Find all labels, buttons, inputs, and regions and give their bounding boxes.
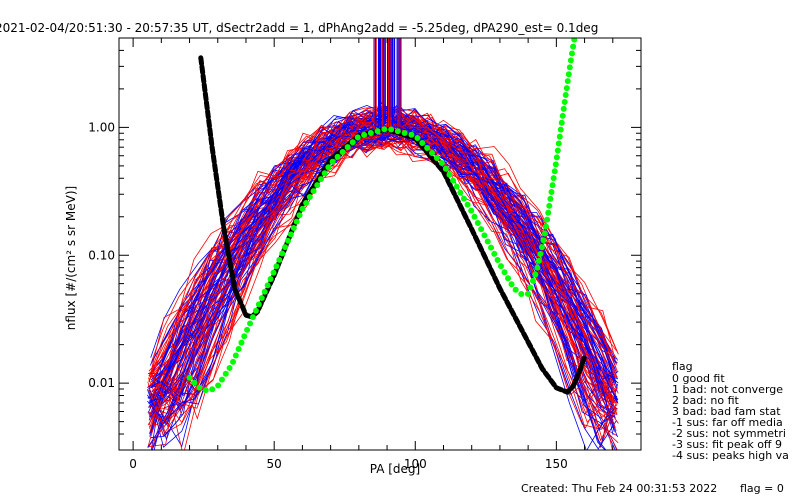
legend-item: -4 sus: peaks high va xyxy=(672,449,789,462)
x-tick-label: 50 xyxy=(267,457,282,471)
legend-item: -1 sus: far off media xyxy=(672,416,783,429)
y-tick-label: 1.00 xyxy=(88,120,115,134)
footer-flag: flag = 0 xyxy=(740,482,784,495)
y-tick-label: 0.01 xyxy=(88,376,115,390)
x-axis-ticks: 0 50 100 150 xyxy=(129,38,614,471)
y-axis-ticks: 0.01 0.10 1.00 xyxy=(88,49,641,451)
measured-spectra xyxy=(146,38,619,450)
spectrum-line xyxy=(148,134,616,409)
x-axis-label: PA [deg] xyxy=(370,462,420,476)
legend-item: 0 good fit xyxy=(672,372,725,385)
plot-frame xyxy=(118,37,642,451)
fit-curve xyxy=(186,38,578,394)
legend-item: 3 bad: bad fam stat xyxy=(672,405,781,418)
footer-created: Created: Thu Feb 24 00:31:53 2022 xyxy=(521,482,717,495)
spectrum-line xyxy=(149,120,619,420)
legend-item: 1 bad: not converge xyxy=(672,383,783,396)
fit-curves xyxy=(186,38,588,395)
x-tick-label: 100 xyxy=(404,457,427,471)
y-axis-label: nflux [#/(cm² s sr MeV)] xyxy=(64,186,78,330)
spectrum-line xyxy=(149,130,616,430)
spectrum-line xyxy=(152,133,618,441)
legend-item: 2 bad: no fit xyxy=(672,394,740,407)
legend-item: -2 sus: not symmetri xyxy=(672,427,786,440)
chart-title: 2021-02-04/20:51:30 - 20:57:35 UT, dSect… xyxy=(0,21,598,35)
x-tick-label: 0 xyxy=(129,457,137,471)
x-tick-label: 150 xyxy=(545,457,568,471)
y-tick-label: 0.10 xyxy=(88,248,115,262)
plot-border xyxy=(118,37,642,451)
legend-item: -3 sus: fit peak off 9 xyxy=(672,438,782,451)
legend-title: flag xyxy=(672,360,693,373)
